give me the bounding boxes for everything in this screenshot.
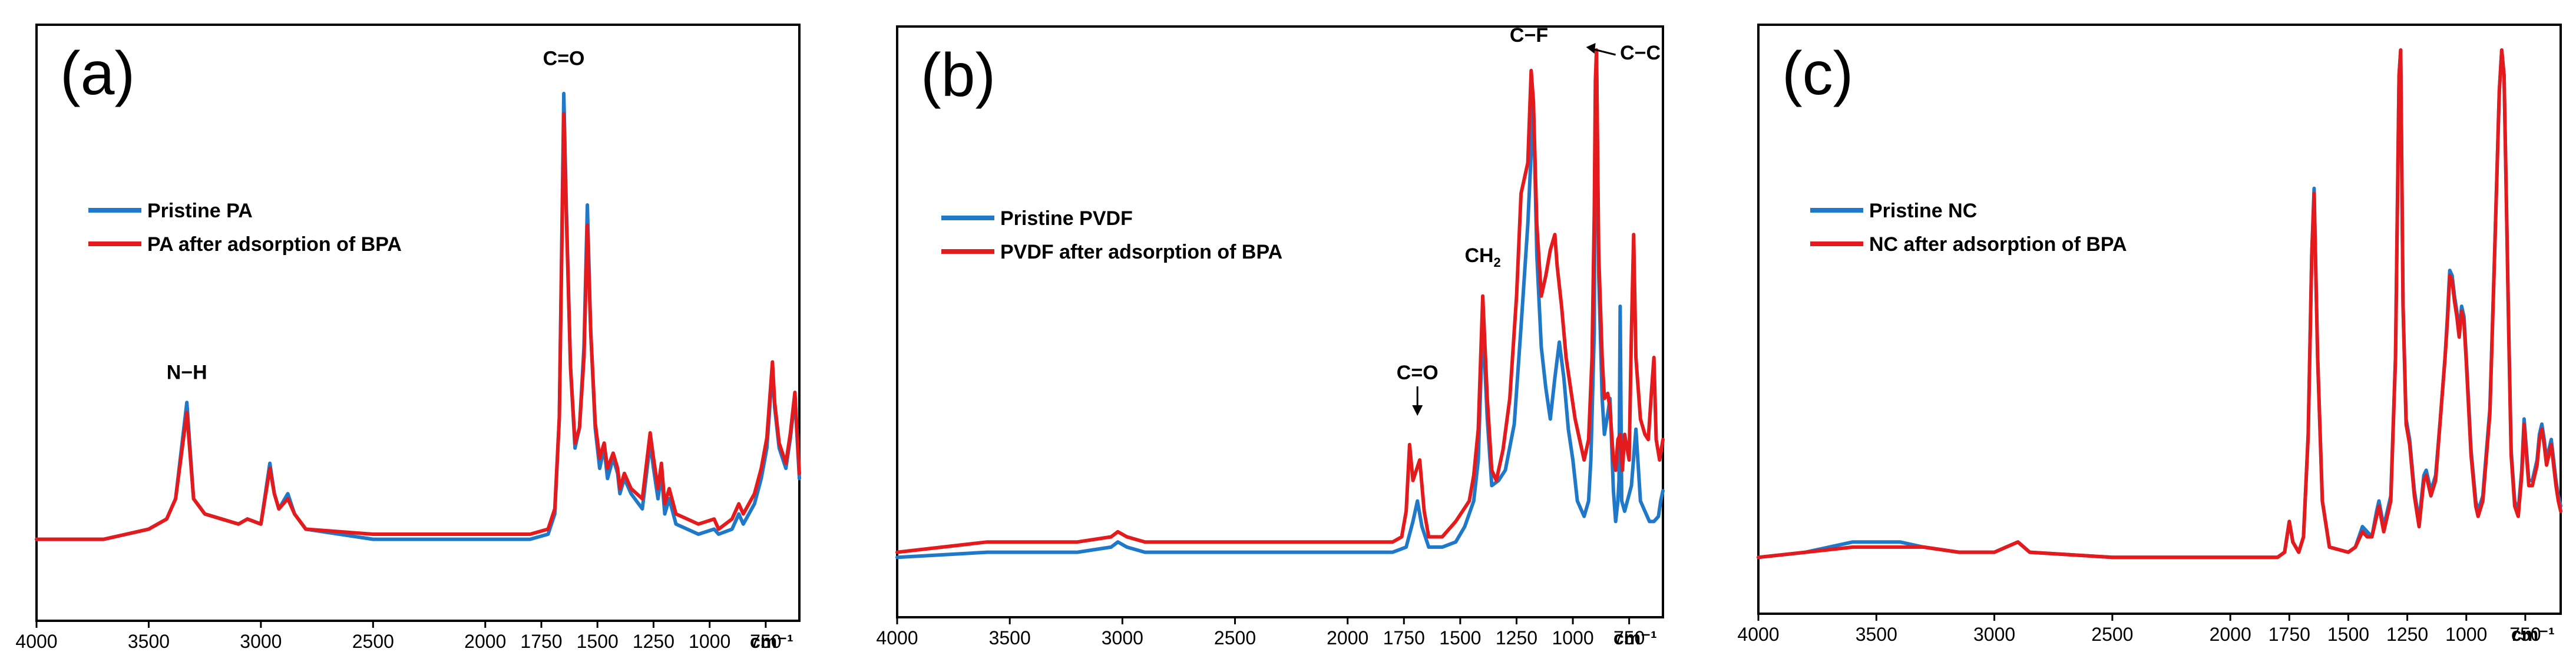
panel-b: 4000 3500 3000 2500 2000 1750 1500 1250 1000 750c… xyxy=(876,24,1665,648)
legend-entry: NC after adsorption of BPA xyxy=(1869,233,2127,256)
peak-annotation: C−F xyxy=(1510,24,1548,47)
x-tick-label: 3000 xyxy=(240,631,282,649)
x-tick-label: 1750 xyxy=(520,631,562,649)
x-tick-label: 3500 xyxy=(989,627,1031,648)
plot-frame xyxy=(896,25,1664,618)
legend-entry: PVDF after adsorption of BPA xyxy=(1000,241,1282,263)
x-tick-label: 750 xyxy=(750,631,781,649)
x-axis-unit-label: cm⁻¹ xyxy=(750,631,793,649)
peak-annotation: C=O xyxy=(1397,362,1439,384)
x-tick-label: 3500 xyxy=(128,631,170,649)
annotation-arrow-head xyxy=(1412,405,1423,416)
x-tick-label: 4000 xyxy=(876,627,918,648)
panel-label: (a) xyxy=(60,39,135,108)
x-tick-label: 1000 xyxy=(1552,627,1593,648)
series-line-pristine xyxy=(1757,48,2562,560)
x-tick-label: 1750 xyxy=(1383,627,1425,648)
annotation-arrow-head xyxy=(1586,43,1596,54)
peak-annotation: C=O xyxy=(543,47,585,69)
x-tick-label: 1250 xyxy=(2386,624,2428,645)
panel-c: 4000 3500 3000 2500 2000 1750 1500 1250 1000 750c… xyxy=(1737,24,2562,645)
series-line-after-adsorption xyxy=(35,112,801,541)
x-tick-label: 2500 xyxy=(352,631,394,649)
plot-frame xyxy=(1757,24,2562,615)
x-tick-label: 3000 xyxy=(1973,624,2015,645)
x-tick-label: 1000 xyxy=(2445,624,2487,645)
x-tick-label: 1500 xyxy=(2327,624,2369,645)
x-tick-label: 3000 xyxy=(1102,627,1143,648)
x-tick-label: 750 xyxy=(2509,624,2541,645)
x-tick-label: 2500 xyxy=(1214,627,1256,648)
x-tick-label: 1250 xyxy=(1496,627,1537,648)
legend-entry: Pristine PVDF xyxy=(1000,207,1133,230)
peak-annotation: N−H xyxy=(167,362,207,384)
x-tick-label: 4000 xyxy=(1737,624,1779,645)
peak-annotation: C−C xyxy=(1620,42,1661,64)
x-tick-label: 2500 xyxy=(2091,624,2133,645)
series-line-after-adsorption xyxy=(1757,48,2562,560)
panel-label: (b) xyxy=(921,41,996,110)
x-tick-label: 2000 xyxy=(464,631,506,649)
x-axis-unit-label: cm⁻¹ xyxy=(1613,627,1657,648)
panel-label: (c) xyxy=(1782,39,1853,108)
x-tick-label: 3500 xyxy=(1856,624,1897,645)
x-tick-label: 1250 xyxy=(633,631,674,649)
legend-entry: PA after adsorption of BPA xyxy=(147,233,402,256)
panel-a: 4000 3500 3000 2500 2000 1750 1500 1250 1000 750c… xyxy=(15,24,801,652)
plot-frame xyxy=(35,24,801,622)
x-tick-label: 2000 xyxy=(1327,627,1368,648)
peak-annotation: CH2 xyxy=(1464,244,1500,270)
x-tick-label: 1500 xyxy=(577,631,619,649)
legend-entry: Pristine NC xyxy=(1869,200,1977,222)
x-axis-unit-label: cm⁻¹ xyxy=(2511,624,2555,645)
x-tick-label: 1500 xyxy=(1439,627,1481,648)
series-line-pristine xyxy=(895,48,1665,560)
x-tick-label: 1750 xyxy=(2269,624,2310,645)
annotation-subscript: 2 xyxy=(1494,255,1501,270)
series-line-pristine xyxy=(35,91,801,541)
x-tick-label: 4000 xyxy=(15,631,57,649)
series-line-after-adsorption xyxy=(895,48,1665,554)
legend-entry: Pristine PA xyxy=(147,200,253,222)
x-tick-label: 2000 xyxy=(2210,624,2251,645)
annotation-arrow-shaft xyxy=(1592,48,1616,56)
x-tick-label: 1000 xyxy=(689,631,730,649)
x-tick-label: 750 xyxy=(1613,627,1645,648)
